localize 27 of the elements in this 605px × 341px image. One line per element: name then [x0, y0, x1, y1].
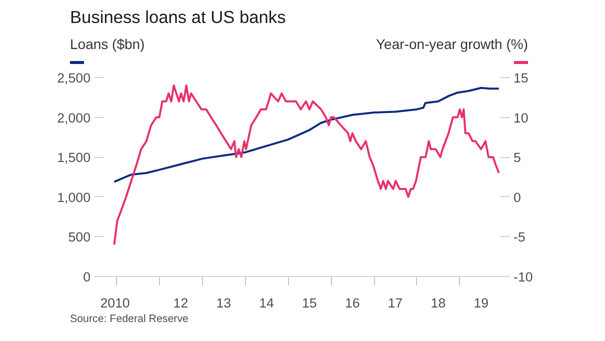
chart-title: Business loans at US banks	[69, 6, 286, 29]
line-series	[113, 84, 500, 246]
x-tick-label: 15	[302, 296, 317, 310]
y-tick-label: 1,500	[57, 150, 91, 166]
y-tick-label: 500	[68, 230, 91, 245]
y2-tick-label: 5	[514, 150, 521, 166]
y2-tick-label: 0	[514, 190, 521, 205]
x-tick-label: 13	[216, 296, 232, 310]
y2-tick-label: 15	[514, 70, 528, 86]
x-tick-label: 14	[259, 296, 275, 310]
y-axis-title: Loans ($bn)	[70, 35, 146, 54]
y2-tick-label: -5	[514, 230, 526, 245]
x-tick-label: 17	[388, 296, 403, 310]
x-tick-label: 18	[430, 296, 446, 310]
x-tick-label: 19	[474, 296, 489, 310]
line-series	[113, 86, 500, 183]
x-tick-label: 12	[173, 296, 188, 310]
x-tick-label: 2010	[100, 296, 130, 310]
y-tick-label: 2,500	[57, 70, 91, 86]
y2-axis-title: Year-on-year growth (%)	[375, 35, 528, 54]
y-tick-label: 0	[83, 270, 91, 284]
y2-tick-label: 10	[514, 110, 528, 126]
y-tick-label: 2,000	[57, 110, 91, 126]
y-tick-label: 1,000	[57, 190, 91, 205]
y2-tick-label: -10	[514, 270, 533, 284]
source-note: Source: Federal Reserve	[69, 312, 188, 327]
x-tick-label: 16	[345, 296, 360, 310]
